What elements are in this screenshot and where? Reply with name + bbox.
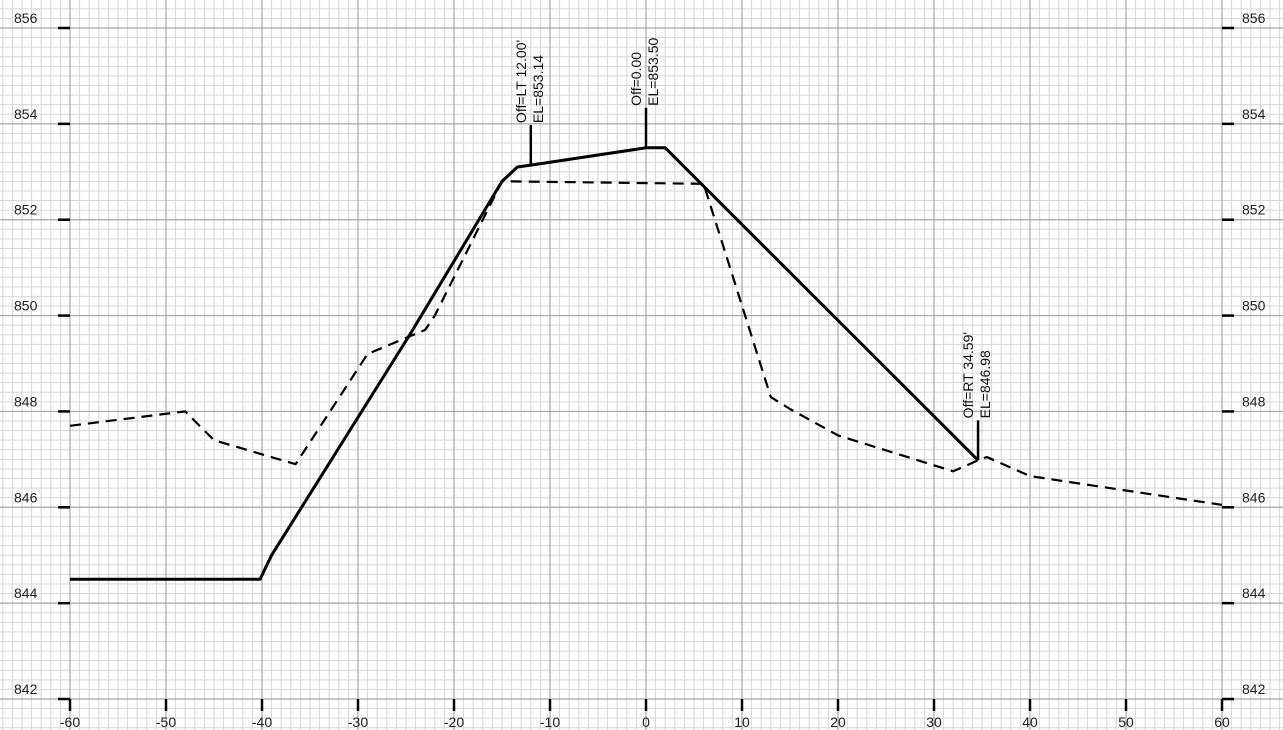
y-tick-label-left: 842 [14, 681, 38, 697]
x-tick-label: -50 [156, 714, 176, 730]
annotation-offset-text: Off=LT 12.00' [513, 40, 529, 123]
y-tick-label-left: 856 [14, 10, 38, 26]
annotation-elevation-text: EL=853.50 [645, 37, 661, 105]
x-tick-label: -30 [348, 714, 368, 730]
x-tick-label: 0 [642, 714, 650, 730]
proposed-grade-line [70, 146, 980, 581]
x-tick-label: -10 [540, 714, 560, 730]
y-tick-label-left: 844 [14, 585, 38, 601]
y-tick-label-right: 850 [1242, 298, 1266, 314]
annotation-offset-text: Off=RT 34.59' [960, 332, 976, 418]
y-tick-label-right: 856 [1242, 10, 1266, 26]
y-tick-label-right: 846 [1242, 489, 1266, 505]
y-tick-label-right: 852 [1242, 202, 1266, 218]
annotation-label: Off=RT 34.59' EL=846.98 [960, 332, 993, 418]
existing-ground-line [69, 180, 1223, 506]
x-tick-label: -20 [444, 714, 464, 730]
annotation-elevation-text: EL=853.14 [530, 55, 546, 123]
annotations-group: Off=LT 12.00' EL=853.14 Off=0.00 EL=853.50O… [513, 37, 993, 461]
annotation-label: Off=LT 12.00' EL=853.14 [513, 40, 546, 123]
y-tick-label-left: 848 [14, 393, 38, 409]
x-tick-label: 50 [1118, 714, 1134, 730]
y-tick-label-right: 842 [1242, 681, 1266, 697]
x-tick-label: 30 [926, 714, 942, 730]
x-tick-label: -60 [60, 714, 80, 730]
y-tick-label-left: 846 [14, 489, 38, 505]
x-tick-label: 40 [1022, 714, 1038, 730]
y-tick-label-left: 850 [14, 298, 38, 314]
x-tick-label: -40 [252, 714, 272, 730]
x-tick-label: 60 [1214, 714, 1230, 730]
y-tick-label-left: 854 [14, 106, 38, 122]
x-tick-label: 20 [830, 714, 846, 730]
y-tick-label-left: 852 [14, 202, 38, 218]
y-tick-label-right: 854 [1242, 106, 1266, 122]
annotation-offset-text: Off=0.00 [628, 52, 644, 106]
y-tick-label-right: 848 [1242, 393, 1266, 409]
annotation-label: Off=0.00 EL=853.50 [628, 37, 661, 105]
axes: 842 842 844 844 846 846 848 848 850 850 852 852 854 8… [14, 10, 1266, 730]
x-tick-label: 10 [734, 714, 750, 730]
y-tick-label-right: 844 [1242, 585, 1266, 601]
annotation-elevation-text: EL=846.98 [977, 350, 993, 418]
series-group [69, 146, 1223, 581]
